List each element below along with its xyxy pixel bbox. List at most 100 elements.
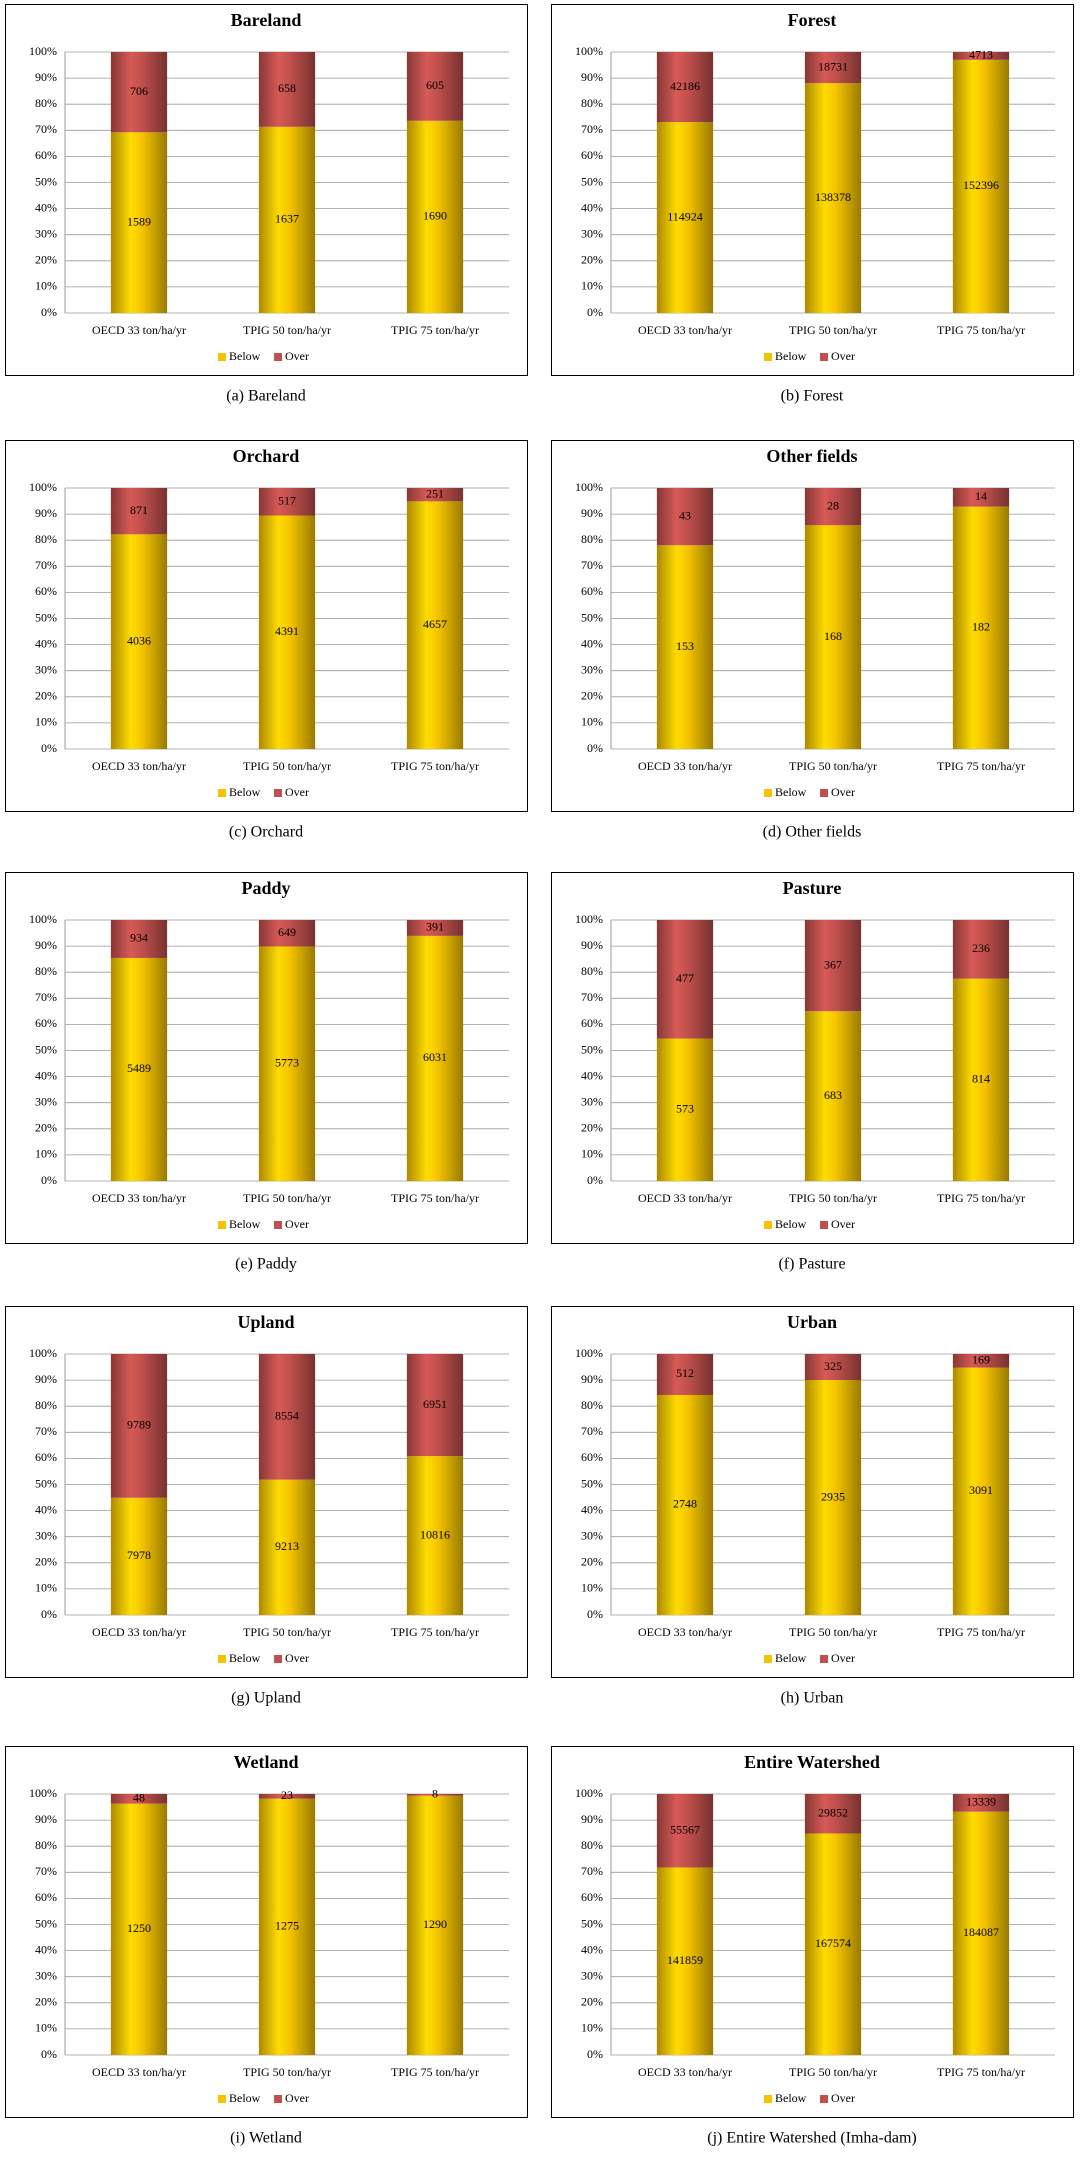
chart-title: Urban [787,1312,837,1332]
legend-label: Below [229,2091,261,2105]
x-tick-label: TPIG 50 ton/ha/yr [789,2065,877,2079]
y-tick-label: 60% [35,1890,57,1904]
legend-label: Over [285,1217,309,1231]
bar-segment [952,59,1010,313]
bar-segment [952,920,1010,979]
y-tick-label: 60% [35,1016,57,1030]
y-tick-label: 20% [35,689,57,703]
data-label: 2748 [673,1497,697,1511]
data-label: 512 [676,1366,694,1380]
chart-panel: Upland 0% 10% 20% 30% 40% 50% 60% 70% 80% 90% 100% O… [5,1306,528,1707]
y-tick-label: 60% [581,1890,603,1904]
data-label: 114924 [667,209,703,223]
y-tick-label: 50% [581,1042,603,1056]
chart-panel: Pasture 0% 10% 20% 30% 40% 50% 60% 70% 80% 90% 100%… [551,872,1074,1273]
x-tick-label: TPIG 50 ton/ha/yr [243,323,331,337]
legend-label: Below [775,1217,807,1231]
data-label: 2935 [821,1489,845,1503]
y-tick-label: 100% [29,912,57,926]
y-tick-label: 50% [581,174,603,188]
y-tick-label: 100% [29,44,57,58]
y-tick-label: 60% [35,148,57,162]
x-tick-label: OECD 33 ton/ha/yr [92,1625,186,1639]
y-tick-label: 10% [581,279,603,293]
legend-swatch [218,1221,226,1229]
chart-panel: Other fields 0% 10% 20% 30% 40% 50% 60% 70% 80% 90… [551,440,1074,841]
y-tick-label: 70% [581,122,603,136]
legend-label: Below [229,785,261,799]
y-tick-label: 70% [581,558,603,572]
x-tick-label: TPIG 75 ton/ha/yr [937,759,1025,773]
bar-segment [952,488,1010,507]
legend-label: Below [229,1217,261,1231]
y-tick-label: 0% [587,305,603,319]
bar-segment [804,525,862,749]
x-tick-label: TPIG 75 ton/ha/yr [391,1625,479,1639]
data-label: 5773 [275,1055,299,1069]
y-tick-label: 40% [35,1942,57,1956]
caption: (e) Paddy [235,1256,297,1273]
y-tick-label: 100% [29,480,57,494]
y-tick-label: 90% [581,1812,603,1826]
y-tick-label: 20% [581,689,603,703]
bar-segment [952,978,1010,1181]
bar-segment [952,1794,1010,1812]
bar-segment [110,1497,168,1615]
bar-segment [804,52,862,84]
bar-segment [406,1794,464,1796]
legend-label: Below [229,1651,261,1665]
y-tick-label: 90% [581,938,603,952]
legend-label: Below [775,349,807,363]
legend-swatch [764,353,772,361]
legend-swatch [218,789,226,797]
y-tick-label: 90% [35,1812,57,1826]
legend-swatch [218,2095,226,2103]
y-tick-label: 50% [581,610,603,624]
bar-segment [804,920,862,1012]
legend-label: Over [831,1651,855,1665]
legend-swatch [820,1221,828,1229]
y-tick-label: 100% [575,1786,603,1800]
legend-swatch [820,789,828,797]
y-tick-label: 90% [35,938,57,952]
y-tick-label: 20% [581,1121,603,1135]
y-tick-label: 70% [581,1864,603,1878]
y-tick-label: 90% [581,70,603,84]
y-tick-label: 40% [35,636,57,650]
y-tick-label: 90% [35,506,57,520]
data-label: 152396 [963,178,999,192]
x-tick-label: OECD 33 ton/ha/yr [638,2065,732,2079]
y-tick-label: 40% [581,1068,603,1082]
data-label: 325 [824,1359,842,1373]
data-label: 48 [133,1791,145,1805]
bar-segment [258,488,316,516]
y-tick-label: 30% [581,662,603,676]
chart-panel: Wetland 0% 10% 20% 30% 40% 50% 60% 70% 80% 90% 100%… [5,1746,528,2147]
data-label: 1637 [275,212,299,226]
caption: (j) Entire Watershed (Imha-dam) [707,2130,916,2147]
y-tick-label: 60% [581,1016,603,1030]
bar-segment [804,1011,862,1181]
data-label: 517 [278,493,296,507]
bar-segment [406,1354,464,1457]
y-tick-label: 20% [581,1995,603,2009]
bar-segment [258,1798,316,2055]
y-tick-label: 100% [575,912,603,926]
bar-segment [656,1354,714,1395]
y-tick-label: 50% [35,1042,57,1056]
bar-segment [656,545,714,749]
y-tick-label: 0% [587,741,603,755]
legend-swatch [274,1655,282,1663]
data-label: 683 [824,1088,842,1102]
y-tick-label: 70% [35,558,57,572]
y-tick-label: 90% [35,1372,57,1386]
data-label: 9213 [275,1539,299,1553]
x-tick-label: OECD 33 ton/ha/yr [92,323,186,337]
y-tick-label: 40% [581,1942,603,1956]
y-tick-label: 50% [35,1476,57,1490]
data-label: 18731 [818,59,848,73]
y-tick-label: 80% [35,1838,57,1852]
bar-segment [406,1795,464,2055]
y-tick-label: 70% [581,1424,603,1438]
